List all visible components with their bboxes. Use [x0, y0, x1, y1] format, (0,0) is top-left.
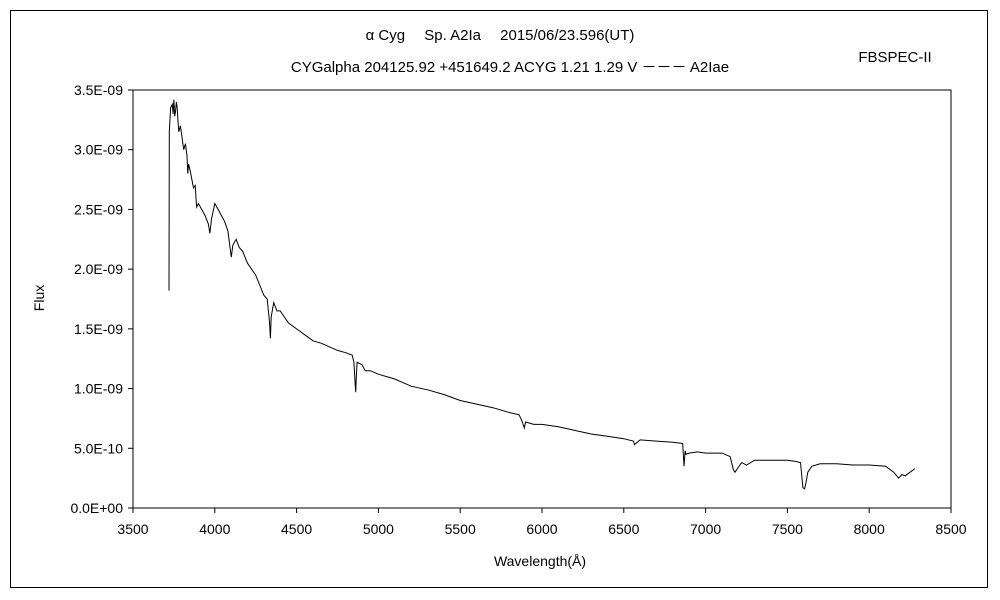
y-axis-label: Flux	[31, 285, 47, 311]
plot-area	[132, 89, 952, 509]
corner-label: FBSPEC-II	[858, 49, 931, 66]
y-tick-label: 5.0E-10	[74, 440, 123, 456]
y-tick-label: 3.5E-09	[74, 82, 123, 98]
chart-title: α Cyg Sp. A2Ia 2015/06/23.596(UT)	[366, 27, 635, 44]
y-tick-label: 0.0E+00	[70, 500, 123, 516]
x-tick-label: 8000	[854, 521, 885, 537]
y-tick-label: 2.5E-09	[74, 201, 123, 217]
y-tick-label: 1.5E-09	[74, 321, 123, 337]
x-tick-label: 7000	[690, 521, 721, 537]
x-tick-label: 7500	[772, 521, 803, 537]
x-tick-label: 8500	[935, 521, 966, 537]
x-tick-label: 6000	[526, 521, 557, 537]
x-tick-label: 5500	[445, 521, 476, 537]
x-axis-ticks: 3500 4000 4500 5000 5500 6000 6500 7000 7500 8000…	[117, 508, 967, 537]
x-tick-label: 4000	[199, 521, 230, 537]
x-tick-label: 3500	[117, 521, 148, 537]
y-tick-label: 1.0E-09	[74, 381, 123, 397]
x-axis-label: Wavelength(Å)	[494, 553, 586, 569]
x-tick-label: 5000	[363, 521, 394, 537]
y-tick-label: 3.0E-09	[74, 142, 123, 158]
x-tick-label: 4500	[281, 521, 312, 537]
chart-frame	[10, 10, 988, 588]
x-tick-label: 6500	[608, 521, 639, 537]
series-line	[168, 99, 916, 490]
chart-subtitle: CYGalpha 204125.92 +451649.2 ACYG 1.21 1…	[291, 59, 729, 76]
y-axis-ticks: 0.0E+00 5.0E-10 1.0E-09 1.5E-09 2.0E-09 2.5E-…	[70, 82, 133, 516]
y-tick-label: 2.0E-09	[74, 261, 123, 277]
